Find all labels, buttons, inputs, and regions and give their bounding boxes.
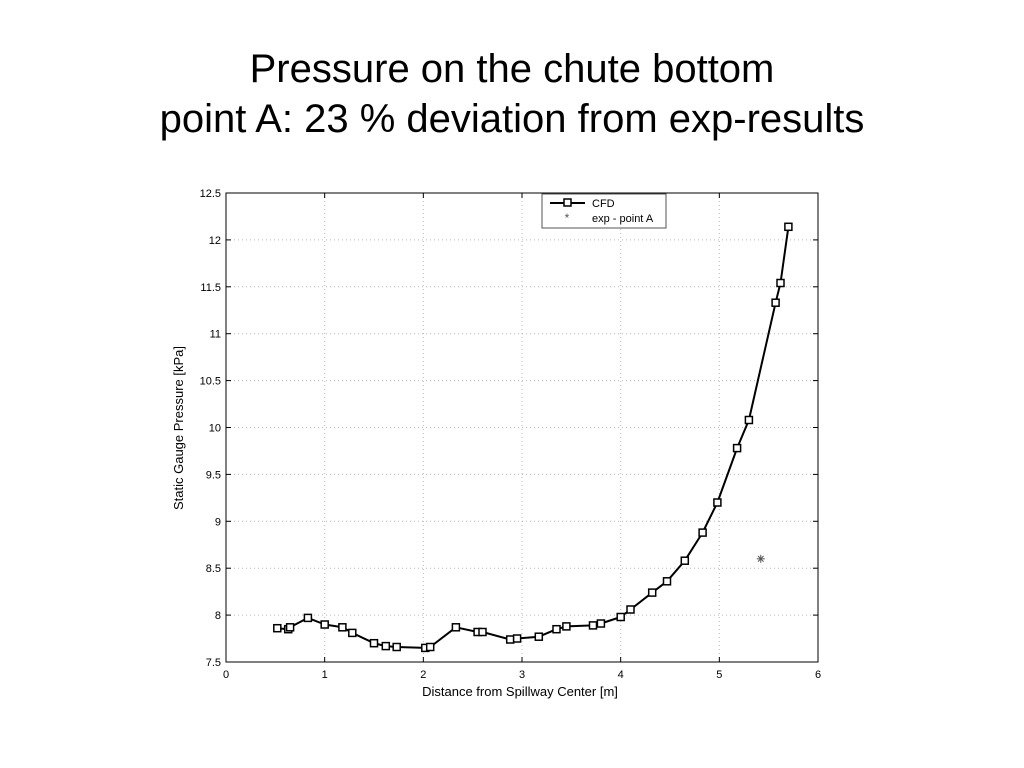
cfd-data-point xyxy=(303,613,313,623)
cfd-data-point xyxy=(381,641,391,651)
cfd-data-point xyxy=(662,577,672,586)
cfd-data-point xyxy=(425,642,435,652)
cfd-data-point xyxy=(784,222,793,232)
cfd-data-point xyxy=(534,632,544,641)
y-tick-label: 9 xyxy=(215,516,221,528)
cfd-data-point xyxy=(369,638,379,648)
cfd-data-point xyxy=(273,623,282,633)
slide-title-line-2: point A: 23 % deviation from exp-results xyxy=(159,97,865,141)
legend-cfd-marker xyxy=(563,198,572,207)
cfd-data-point xyxy=(616,612,625,622)
cfd-data-point xyxy=(478,627,487,637)
cfd-data-point xyxy=(680,556,690,565)
exp-point-a-marker xyxy=(756,554,765,563)
cfd-data-point xyxy=(285,623,295,632)
x-tick-label: 2 xyxy=(420,669,426,681)
cfd-data-point xyxy=(392,642,401,652)
y-tick-label: 9.5 xyxy=(206,469,221,481)
cfd-data-point xyxy=(512,634,522,643)
legend-box xyxy=(541,193,667,229)
legend-exp-label: exp - point A xyxy=(592,213,654,225)
cfd-data-point xyxy=(776,278,785,288)
legend-exp-marker: * xyxy=(565,211,570,225)
cfd-series-line xyxy=(277,226,790,649)
y-tick-label: 12 xyxy=(209,235,221,247)
x-tick-label: 1 xyxy=(322,669,328,681)
cfd-data-point xyxy=(588,621,598,630)
cfd-data-point xyxy=(732,443,742,453)
x-tick-label: 6 xyxy=(815,669,821,681)
y-tick-label: 11.5 xyxy=(200,282,221,294)
cfd-data-point xyxy=(320,620,329,629)
slide-title: Pressure on the chute bottom point A: 23… xyxy=(0,44,1024,144)
series-layer xyxy=(273,222,793,653)
legend: CFD * exp - point A xyxy=(541,193,667,229)
cfd-data-point xyxy=(348,628,357,638)
y-tick-label: 12.5 xyxy=(200,188,221,200)
y-tick-label: 10.5 xyxy=(200,376,221,388)
y-tick-label: 7.5 xyxy=(206,657,221,669)
cfd-data-point xyxy=(713,498,722,507)
cfd-data-point xyxy=(552,624,561,634)
y-tick-label: 8.5 xyxy=(206,563,221,575)
y-tick-label: 8 xyxy=(215,610,221,622)
cfd-data-point xyxy=(338,623,347,632)
y-axis-label: Static Gauge Pressure [kPa] xyxy=(171,346,186,510)
x-tick-label: 0 xyxy=(223,669,229,681)
cfd-data-point xyxy=(647,588,657,597)
cfd-data-point xyxy=(505,635,515,644)
y-tick-label: 10 xyxy=(209,423,221,435)
x-tick-label: 5 xyxy=(716,669,722,681)
cfd-data-point xyxy=(451,623,461,632)
cfd-data-point xyxy=(596,619,606,628)
cfd-data-point xyxy=(562,622,571,631)
x-tick-label: 3 xyxy=(519,669,525,681)
cfd-data-point xyxy=(698,528,707,537)
y-tick-label: 11 xyxy=(210,329,221,341)
x-tick-label: 4 xyxy=(618,669,624,681)
legend-cfd-label: CFD xyxy=(592,198,615,210)
cfd-data-point xyxy=(771,298,780,307)
grid-lines xyxy=(226,193,818,662)
cfd-data-point xyxy=(744,415,754,425)
cfd-data-point xyxy=(626,605,635,614)
x-axis-label: Distance from Spillway Center [m] xyxy=(422,684,618,699)
slide-title-line-1: Pressure on the chute bottom xyxy=(249,47,775,91)
